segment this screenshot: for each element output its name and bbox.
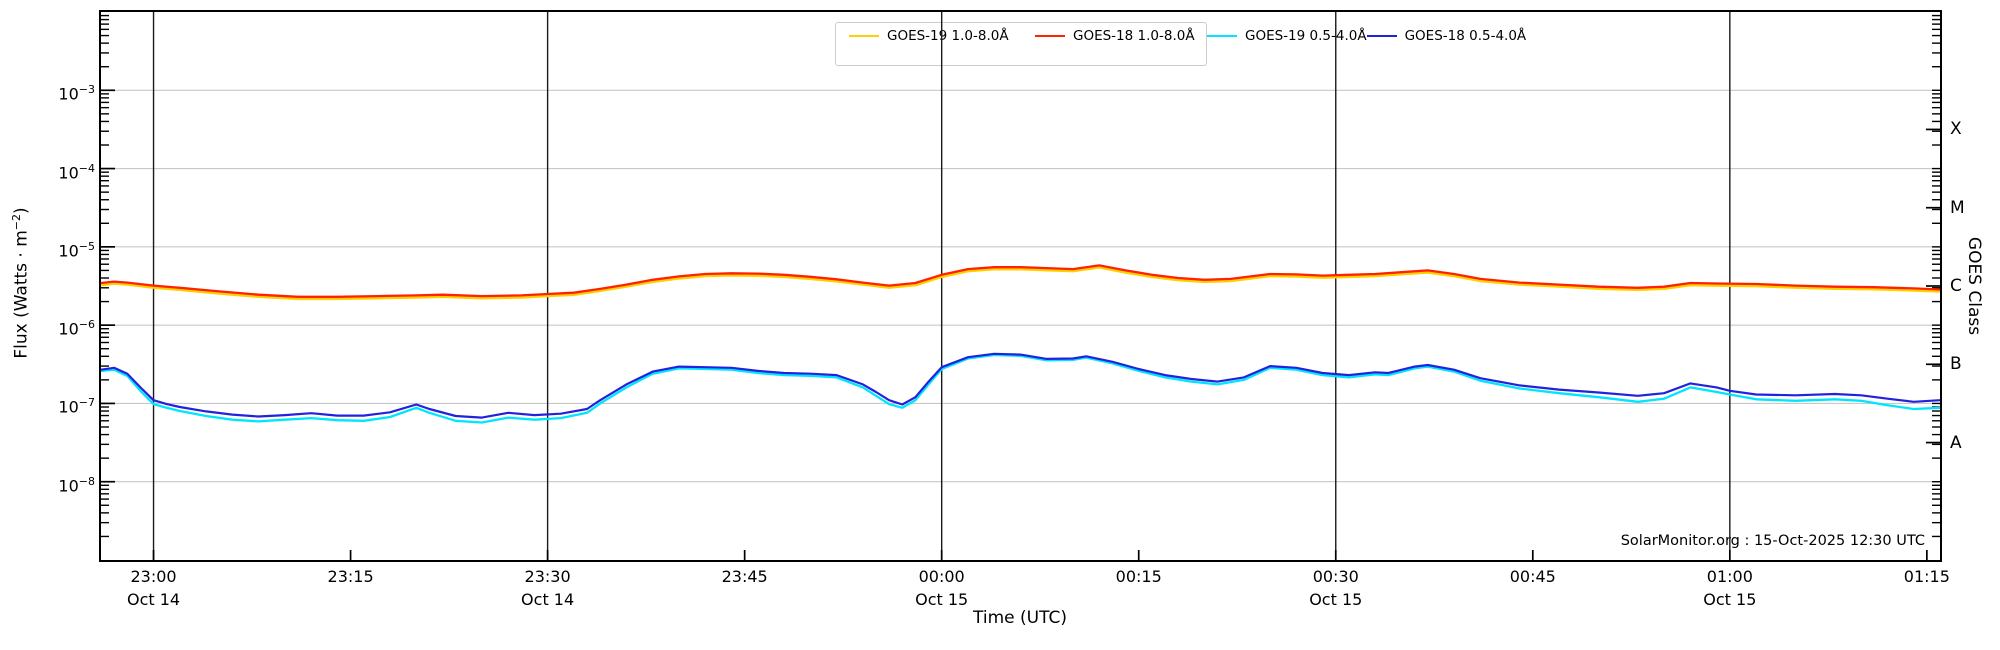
- goes-class-label-M: M: [1950, 197, 1965, 218]
- y-tick-label: 10−4: [58, 161, 95, 182]
- x-date-label: Oct 14: [521, 590, 575, 609]
- x-tick-label: 23:00: [130, 567, 177, 586]
- goes-class-label-X: X: [1950, 119, 1962, 140]
- legend-label-goes19-short: GOES-19 0.5-4.0Å: [1245, 27, 1367, 44]
- x-axis-label: Time (UTC): [973, 608, 1067, 628]
- plot-area: [99, 10, 1942, 562]
- y-tick-label: 10−3: [58, 83, 95, 104]
- y-tick-label: 10−5: [58, 239, 95, 261]
- legend-swatch-goes18-short: [1366, 34, 1397, 37]
- x-tick-label: 01:00: [1706, 567, 1753, 586]
- x-tick-label: 23:15: [327, 567, 374, 586]
- legend-label-goes19-long: GOES-19 1.0-8.0Å: [887, 27, 1009, 44]
- y-tick-label: 10−8: [58, 474, 95, 496]
- legend-item-goes19-long: GOES-19 1.0-8.0Å: [849, 26, 1035, 45]
- y-tick-label: 10−7: [58, 396, 95, 417]
- x-date-label: Oct 15: [1703, 590, 1757, 609]
- x-tick-label: 01:15: [1903, 567, 1950, 586]
- legend: GOES-19 1.0-8.0Å GOES-18 1.0-8.0Å GOES-1…: [835, 22, 1526, 66]
- y-tick-label: 10−6: [58, 318, 95, 339]
- legend-swatch-goes19-short: [1207, 34, 1237, 37]
- x-tick-label: 00:45: [1509, 567, 1556, 586]
- x-tick-label: 00:00: [918, 567, 965, 586]
- x-tick-label: 23:45: [721, 567, 768, 586]
- x-tick-label: 00:15: [1115, 567, 1162, 586]
- legend-label-goes18-short: GOES-18 0.5-4.0Å: [1404, 27, 1527, 44]
- legend-swatch-goes18-long: [1035, 34, 1065, 37]
- goes-class-label-A: A: [1950, 432, 1962, 453]
- legend-item-goes18-long: GOES-18 1.0-8.0Å: [1035, 26, 1207, 45]
- x-date-label: Oct 15: [1309, 590, 1363, 609]
- legend-swatch-goes19-long: [849, 34, 879, 37]
- x-date-label: Oct 14: [126, 590, 181, 609]
- legend-item-goes18-short: GOES-18 0.5-4.0Å: [1366, 26, 1527, 45]
- x-date-label: Oct 15: [915, 590, 969, 609]
- y-axis-label-suffix: ): [11, 207, 32, 214]
- goes-class-label-C: C: [1950, 276, 1962, 296]
- legend-item-goes19-short: GOES-19 0.5-4.0Å: [1207, 26, 1367, 45]
- x-tick-label: 00:30: [1312, 567, 1359, 586]
- legend-label-goes18-long: GOES-18 1.0-8.0Å: [1073, 27, 1195, 44]
- y-axis-label-exponent: −2: [10, 213, 23, 231]
- goes-class-label-B: B: [1950, 354, 1962, 375]
- x-tick-label: 23:30: [524, 567, 571, 586]
- solarmonitor-timestamp: SolarMonitor.org : 15-Oct-2025 12:30 UTC: [1620, 533, 1925, 549]
